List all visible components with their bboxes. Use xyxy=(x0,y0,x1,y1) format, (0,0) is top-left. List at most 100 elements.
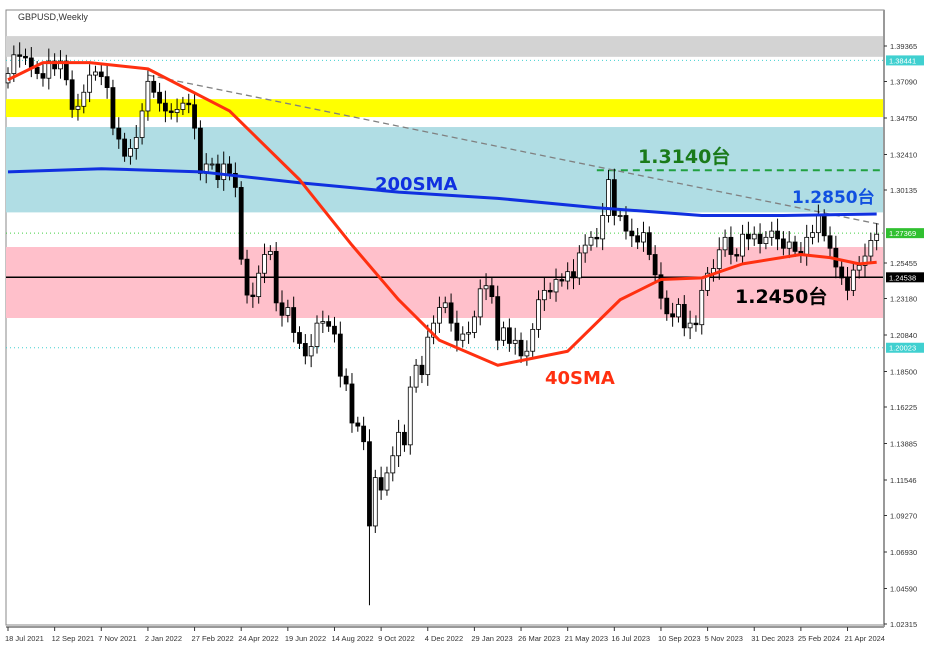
candle xyxy=(850,263,856,296)
candle xyxy=(116,117,122,149)
zone-gray xyxy=(6,36,884,57)
candle xyxy=(693,315,699,332)
candle xyxy=(553,268,559,302)
candle-body xyxy=(209,163,215,166)
price-badge-label: 1.27369 xyxy=(889,229,916,238)
candle-body xyxy=(565,271,571,282)
candle-body xyxy=(17,54,23,57)
candle xyxy=(495,285,501,351)
candle xyxy=(746,221,751,251)
candle xyxy=(611,168,617,226)
candle-body xyxy=(617,215,623,217)
candle-body xyxy=(681,304,687,329)
candle-body xyxy=(232,172,238,188)
candle xyxy=(407,376,413,455)
candle xyxy=(524,340,530,366)
candle-body xyxy=(34,66,40,74)
candle-body xyxy=(518,339,524,357)
candle-body xyxy=(827,235,833,249)
candle-body xyxy=(629,230,635,237)
candle-body xyxy=(547,289,553,293)
candle xyxy=(559,273,565,287)
candle xyxy=(314,315,320,354)
candle xyxy=(390,446,396,482)
candle-body xyxy=(495,296,501,341)
candle xyxy=(93,65,98,81)
candle xyxy=(157,82,162,112)
candle-body xyxy=(728,236,734,255)
candle-body xyxy=(349,383,355,424)
candle xyxy=(518,332,524,363)
candle xyxy=(75,93,81,121)
candle xyxy=(297,326,302,350)
candle xyxy=(238,181,244,265)
candle-body xyxy=(606,179,611,216)
candle-body xyxy=(664,297,670,315)
candle-body xyxy=(483,285,489,290)
candle-body xyxy=(244,258,250,296)
candle xyxy=(471,310,477,339)
candle-body xyxy=(792,241,798,252)
candle xyxy=(168,103,174,120)
candle xyxy=(705,266,710,296)
candle-body xyxy=(722,236,728,251)
candle-body xyxy=(437,307,442,324)
candle-body xyxy=(180,102,186,110)
candle-body xyxy=(658,274,664,299)
x-tick-label: 31 Dec 2023 xyxy=(751,634,794,643)
candle xyxy=(757,223,763,254)
candle xyxy=(23,48,28,65)
candle-body xyxy=(611,179,617,216)
x-tick-label: 9 Oct 2022 xyxy=(378,634,415,643)
zone-yellow xyxy=(6,99,884,118)
candle xyxy=(163,90,168,123)
sma40-line xyxy=(7,61,877,367)
candle xyxy=(856,256,862,279)
y-tick-label: 1.32410 xyxy=(890,151,917,160)
candle-body xyxy=(267,250,273,255)
candle-body xyxy=(705,272,710,291)
candle-body xyxy=(23,55,28,59)
candle xyxy=(279,290,285,327)
candle xyxy=(256,265,262,304)
candle-body xyxy=(110,87,116,129)
x-tick-label: 16 Jul 2023 xyxy=(611,634,650,643)
candle-body xyxy=(530,328,536,352)
candle-body xyxy=(804,236,810,255)
candle xyxy=(372,469,378,533)
candle xyxy=(145,70,151,121)
price-badge-bg xyxy=(886,55,924,66)
candle-body xyxy=(652,254,658,276)
candle-body xyxy=(571,271,576,279)
candle-body xyxy=(157,91,162,104)
candle xyxy=(536,290,541,338)
y-tick-label: 1.23180 xyxy=(890,294,917,303)
candle xyxy=(267,245,273,261)
candle-body xyxy=(355,422,361,427)
candle-body xyxy=(600,215,606,240)
x-tick-label: 21 Apr 2024 xyxy=(845,634,885,643)
candle-body xyxy=(174,109,180,113)
x-tick-label: 24 Apr 2022 xyxy=(238,634,278,643)
candle-body xyxy=(845,277,850,291)
candle xyxy=(326,315,332,332)
candle xyxy=(262,243,267,284)
candle xyxy=(676,298,681,323)
candle xyxy=(81,84,87,114)
candle xyxy=(98,62,104,86)
candle xyxy=(571,259,576,290)
candle xyxy=(530,323,536,357)
candle-body xyxy=(63,60,69,81)
candle-body xyxy=(227,163,232,174)
candle xyxy=(460,326,466,348)
candle-body xyxy=(87,74,93,93)
y-tick-label: 1.13885 xyxy=(890,440,917,449)
candle xyxy=(594,227,600,248)
candle xyxy=(664,290,670,321)
candle xyxy=(483,273,489,301)
candle xyxy=(629,218,635,248)
candle xyxy=(128,139,133,165)
candle xyxy=(244,249,250,304)
x-tick-label: 25 Feb 2024 xyxy=(798,634,840,643)
